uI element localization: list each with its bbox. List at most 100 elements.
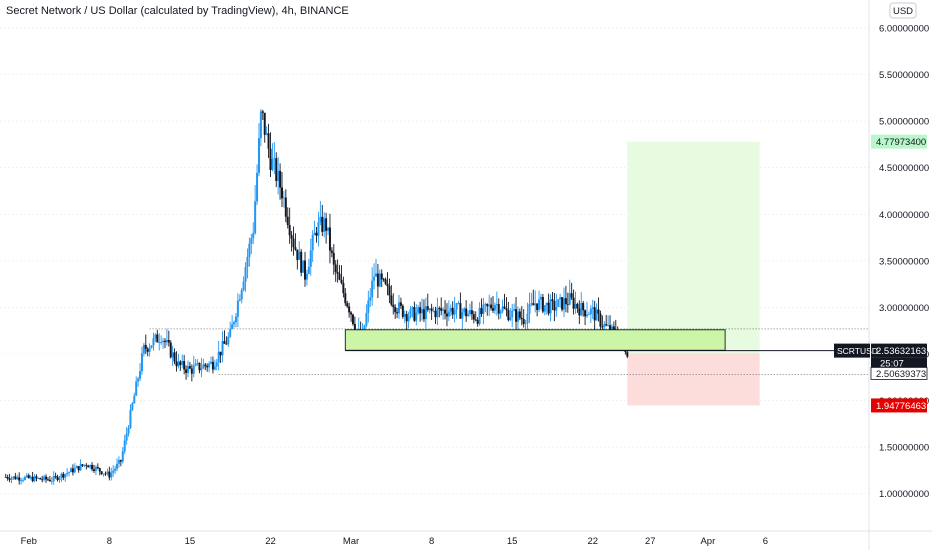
- candle-body: [294, 247, 297, 250]
- candle-body: [551, 299, 554, 302]
- candle-body: [211, 361, 214, 370]
- candle-body: [353, 324, 356, 333]
- candle-body: [152, 338, 155, 346]
- candle-body: [315, 232, 318, 236]
- currency-button[interactable]: USD: [889, 2, 917, 19]
- candle-body: [304, 260, 307, 280]
- candle-body: [131, 403, 134, 410]
- candle-body: [71, 468, 74, 473]
- candle-body: [45, 476, 48, 480]
- candle-body: [284, 197, 287, 217]
- candle-body: [419, 307, 422, 314]
- price-tags: 4.77973400 2.53632163 25:072.50639373 1.947…: [834, 134, 928, 413]
- candle-body: [371, 280, 374, 298]
- candle-body: [332, 252, 335, 265]
- candle-body: [213, 366, 216, 370]
- candle-body: [309, 250, 312, 267]
- candle-body: [188, 366, 191, 369]
- chart-title: Secret Network / US Dollar (calculated b…: [6, 5, 349, 17]
- price-axis[interactable]: 1.000000001.500000002.000000002.50000000…: [879, 23, 929, 500]
- last-price-tag-bg: [871, 343, 927, 358]
- candle-body: [58, 478, 61, 481]
- candle-body: [114, 468, 117, 471]
- candle-body: [422, 309, 425, 320]
- symbol-tag: SCRTUSD: [837, 346, 878, 356]
- candle-body: [154, 334, 157, 339]
- currency-label: USD: [893, 6, 913, 17]
- candle-body: [8, 478, 11, 480]
- candle-body: [225, 343, 228, 345]
- candle-body: [346, 303, 349, 307]
- candle-body: [591, 307, 594, 309]
- candle-body: [447, 311, 450, 317]
- candle-body: [33, 476, 36, 482]
- candle-body: [298, 251, 301, 260]
- candle-body: [503, 306, 506, 309]
- candle-body: [261, 111, 264, 113]
- candle-body: [183, 361, 186, 370]
- candle-body: [538, 299, 541, 311]
- candle-body: [18, 477, 21, 481]
- time-axis[interactable]: Feb 8 15 22 Mar 8 15 22 27 Apr 6: [21, 536, 768, 547]
- candle-body: [27, 475, 30, 479]
- candle-body: [150, 345, 153, 349]
- candle-body: [578, 308, 581, 316]
- candle-body: [516, 311, 519, 322]
- candle-body: [319, 216, 322, 223]
- candle-body: [75, 466, 78, 469]
- candle-body: [133, 395, 136, 404]
- candle-body: [595, 309, 598, 321]
- candle-body: [470, 310, 473, 315]
- candle-body: [259, 111, 262, 139]
- candle-body: [455, 303, 458, 310]
- x-tick-label: Apr: [700, 536, 715, 547]
- candle-body: [476, 319, 479, 324]
- candle-body: [46, 479, 49, 481]
- candle-body: [547, 302, 550, 314]
- candle-body: [325, 218, 328, 231]
- candle-body: [296, 249, 299, 260]
- candle-body: [307, 266, 310, 274]
- long-position-tool[interactable]: [627, 141, 760, 406]
- countdown-bg: [871, 357, 927, 370]
- candle-body: [451, 307, 454, 315]
- candle-body: [524, 323, 527, 325]
- target-price-tag-bg: [871, 134, 927, 149]
- x-tick-label: 15: [507, 536, 518, 547]
- candle-body: [271, 159, 274, 170]
- support-zone[interactable]: [344, 329, 869, 352]
- candle-body: [106, 471, 109, 474]
- candle-body: [16, 477, 19, 480]
- candle-body: [52, 476, 55, 482]
- candle-body: [158, 342, 161, 343]
- candle-body: [367, 300, 370, 314]
- support-zone-rect: [344, 329, 726, 351]
- candle-body: [144, 344, 147, 349]
- x-tick-label: 22: [587, 536, 598, 547]
- y-tick-label: 3.50000000: [879, 256, 929, 267]
- candle-body: [599, 313, 602, 327]
- candle-body: [210, 361, 213, 364]
- y-tick-label: 5.50000000: [879, 70, 929, 81]
- candle-body: [238, 299, 241, 301]
- candle-body: [363, 325, 366, 330]
- candle-body: [601, 326, 604, 328]
- candle-body: [79, 464, 82, 471]
- candle-body: [534, 303, 537, 306]
- candle-body: [490, 304, 493, 309]
- candle-body: [43, 476, 46, 480]
- candle-body: [589, 308, 592, 315]
- candle-body: [300, 251, 303, 273]
- candle-body: [597, 309, 600, 314]
- candle-body: [424, 306, 427, 320]
- candle-body: [123, 440, 126, 452]
- candle-body: [92, 469, 95, 471]
- candle-body: [64, 473, 67, 478]
- candle-body: [518, 311, 521, 318]
- candle-body: [459, 303, 462, 319]
- candle-body: [25, 475, 28, 478]
- candle-body: [173, 352, 176, 362]
- candle-body: [275, 158, 278, 181]
